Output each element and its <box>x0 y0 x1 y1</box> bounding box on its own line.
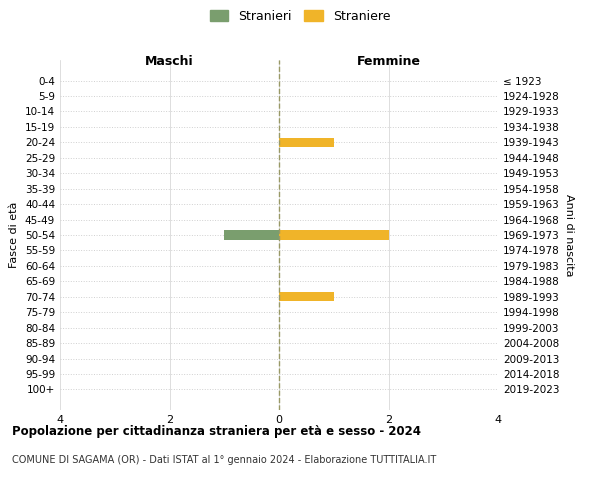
Text: Femmine: Femmine <box>356 55 421 68</box>
Text: Popolazione per cittadinanza straniera per età e sesso - 2024: Popolazione per cittadinanza straniera p… <box>12 425 421 438</box>
Text: COMUNE DI SAGAMA (OR) - Dati ISTAT al 1° gennaio 2024 - Elaborazione TUTTITALIA.: COMUNE DI SAGAMA (OR) - Dati ISTAT al 1°… <box>12 455 436 465</box>
Y-axis label: Anni di nascita: Anni di nascita <box>563 194 574 276</box>
Legend: Stranieri, Straniere: Stranieri, Straniere <box>206 6 394 26</box>
Y-axis label: Fasce di età: Fasce di età <box>10 202 19 268</box>
Bar <box>279 230 389 239</box>
Text: Maschi: Maschi <box>145 55 194 68</box>
Bar <box>279 292 334 302</box>
Bar <box>279 138 334 147</box>
Bar <box>224 230 279 239</box>
